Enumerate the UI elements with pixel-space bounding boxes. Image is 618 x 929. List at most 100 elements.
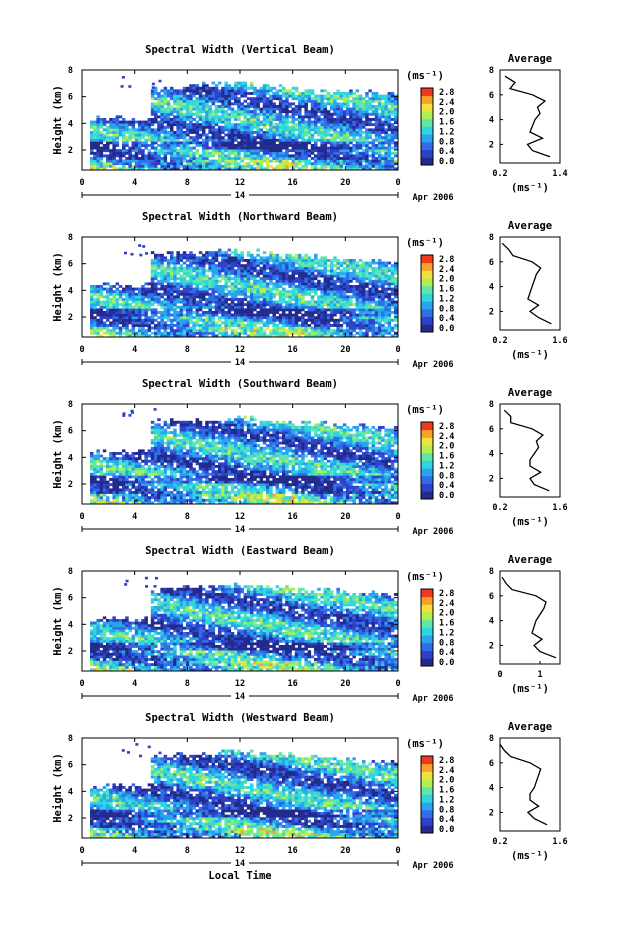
heatmap-cell — [192, 331, 196, 335]
heatmap-cell — [230, 149, 235, 153]
heatmap-cell — [211, 264, 216, 268]
heatmap-cell — [186, 295, 190, 299]
heatmap-cell — [294, 287, 299, 291]
heatmap-cell — [179, 282, 184, 286]
heatmap-cell — [310, 125, 315, 129]
heatmap-cell — [320, 144, 324, 147]
heatmap-cell — [157, 272, 161, 275]
heatmap-cell — [250, 120, 254, 124]
heatmap-cell — [138, 128, 142, 132]
heatmap-cell — [253, 146, 257, 150]
heatmap-cell — [202, 303, 206, 307]
heatmap-cell — [310, 120, 315, 124]
heatmap-cell — [326, 115, 331, 119]
heatmap-cell — [234, 99, 238, 103]
heatmap-cell — [352, 269, 356, 273]
heatmap-cell — [125, 305, 129, 309]
heatmap-cell — [288, 105, 292, 108]
heatmap-cell — [234, 248, 238, 252]
heatmap-cell — [189, 305, 193, 309]
heatmap-cell — [333, 279, 337, 283]
heatmap-cell — [256, 329, 260, 333]
heatmap-cell — [256, 146, 260, 150]
heatmap-cell — [262, 324, 267, 327]
heatmap-cell — [192, 259, 196, 262]
heatmap-cell — [144, 311, 148, 314]
heatmap-cell — [336, 159, 340, 163]
heatmap-cell — [243, 331, 248, 335]
heatmap-cell — [355, 326, 360, 330]
heatmap-cell — [189, 105, 193, 108]
heatmap-cell — [339, 334, 344, 338]
heatmap-cell — [96, 131, 100, 134]
heatmap-cell — [195, 102, 200, 106]
heatmap-cell — [320, 138, 324, 142]
heatmap-cell — [243, 259, 248, 262]
heatmap-cell — [128, 162, 132, 166]
heatmap-cell — [214, 118, 219, 121]
heatmap-cell — [125, 131, 129, 134]
heatmap-cell — [90, 329, 94, 333]
heatmap-cell — [166, 133, 171, 137]
heatmap-cell — [128, 285, 132, 288]
heatmap-cell — [362, 159, 366, 163]
heatmap-cell — [269, 120, 273, 124]
heatmap-cell — [358, 287, 363, 291]
heatmap-cell — [240, 308, 244, 312]
heatmap-cell — [128, 85, 132, 88]
heatmap-cell — [394, 324, 398, 327]
heatmap-cell — [227, 157, 232, 160]
heatmap-cell — [182, 290, 187, 294]
heatmap-cell — [122, 125, 126, 129]
heatmap-cell — [269, 144, 273, 147]
heatmap-cell — [262, 125, 267, 129]
heatmap-cell — [294, 123, 299, 127]
heatmap-cell — [333, 274, 337, 278]
heatmap-cell — [378, 303, 382, 307]
heatmap-cell — [352, 167, 356, 171]
heatmap-cell — [250, 318, 254, 322]
heatmap-cell — [381, 264, 385, 268]
heatmap-cell — [326, 141, 331, 145]
heatmap-cell — [256, 269, 260, 273]
heatmap-cell — [202, 321, 206, 325]
heatmap-cell — [349, 272, 353, 275]
heatmap-cell — [218, 261, 222, 265]
heatmap-cell — [384, 266, 388, 270]
heatmap-cell — [294, 159, 299, 163]
heatmap-cell — [349, 318, 353, 322]
heatmap-cell — [374, 331, 379, 335]
heatmap-cell — [320, 159, 324, 163]
heatmap-cell — [294, 316, 299, 320]
y-axis-label: Height (km) — [52, 85, 64, 155]
heatmap-cell — [157, 115, 161, 119]
heatmap-cell — [234, 164, 238, 168]
heatmap-cell — [176, 277, 180, 281]
heatmap-cell — [320, 89, 324, 93]
heatmap-cell — [349, 303, 353, 307]
heatmap-cell — [182, 146, 187, 150]
heatmap-cell — [106, 131, 110, 134]
heatmap-cell — [298, 282, 302, 286]
heatmap-cell — [195, 290, 200, 294]
heatmap-cell — [186, 102, 190, 106]
heatmap-cell — [205, 120, 209, 124]
heatmap-cell — [298, 285, 302, 288]
heatmap-cell — [365, 326, 369, 330]
heatmap-cell — [304, 326, 308, 330]
heatmap-cell — [339, 303, 344, 307]
heatmap-cell — [298, 292, 302, 296]
heatmap-cell — [378, 164, 382, 168]
heatmap-cell — [282, 269, 286, 273]
heatmap-cell — [96, 334, 100, 338]
heatmap-cell — [275, 92, 280, 95]
heatmap-cell — [189, 285, 193, 288]
heatmap-cell — [234, 92, 238, 95]
heatmap-cell — [336, 120, 340, 124]
heatmap-cell — [128, 329, 132, 333]
heatmap-cell — [230, 324, 235, 327]
heatmap-cell — [256, 94, 260, 98]
heatmap-cell — [272, 274, 276, 278]
heatmap-cell — [128, 313, 132, 317]
heatmap-cell — [192, 303, 196, 307]
